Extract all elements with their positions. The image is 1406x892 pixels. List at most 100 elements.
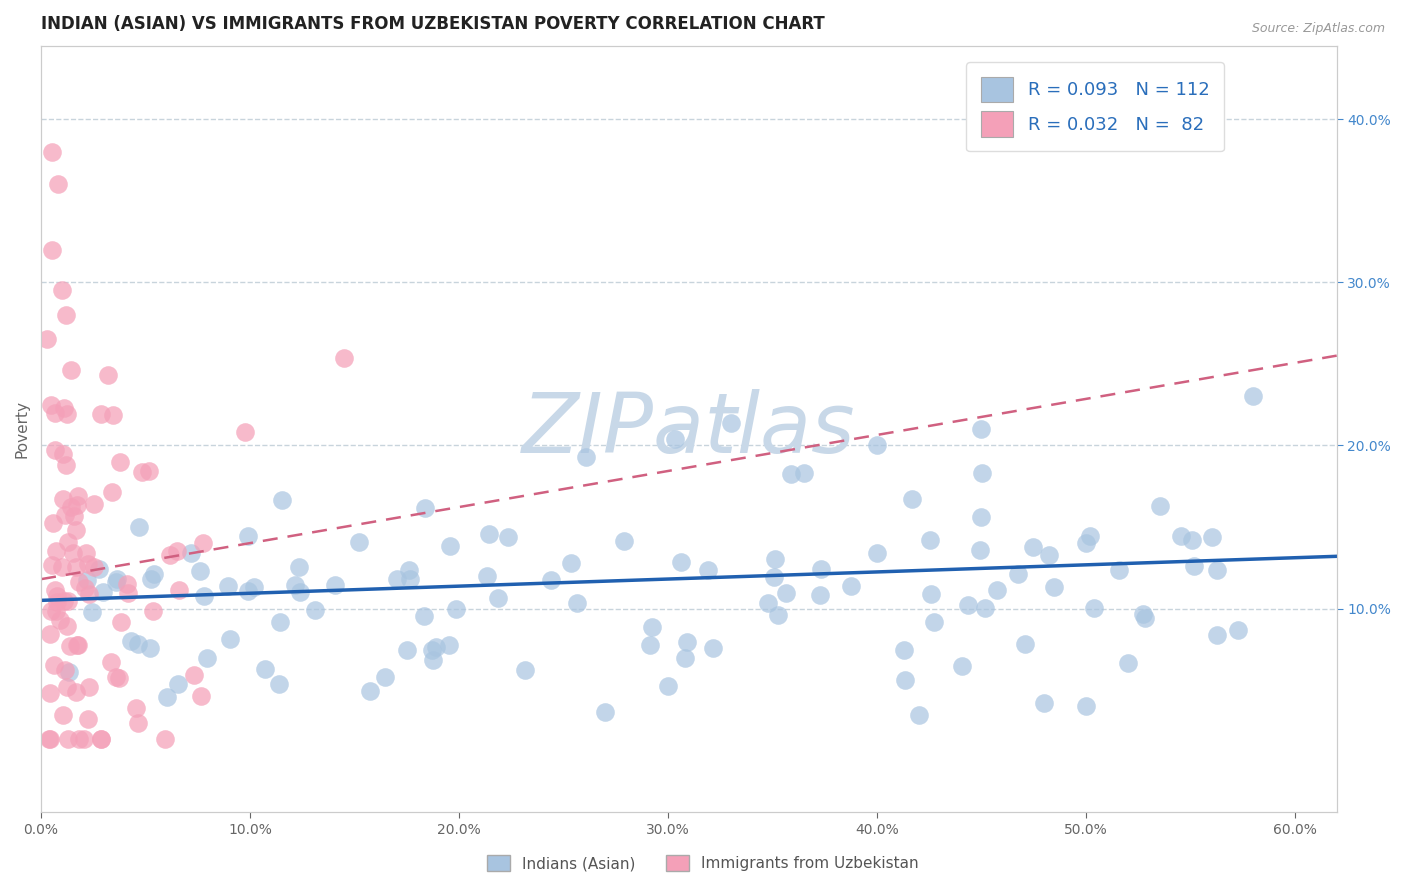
Point bbox=[1116, 657, 1139, 671]
Point bbox=[396, 642, 419, 657]
Point bbox=[153, 732, 176, 747]
Point bbox=[52, 447, 75, 461]
Point bbox=[108, 671, 131, 685]
Point bbox=[45, 544, 67, 558]
Point bbox=[138, 464, 160, 478]
Point bbox=[127, 716, 149, 731]
Point bbox=[60, 500, 83, 515]
Point bbox=[41, 145, 63, 159]
Point bbox=[46, 589, 69, 603]
Point bbox=[1184, 558, 1206, 573]
Point bbox=[1206, 627, 1229, 641]
Point bbox=[101, 484, 124, 499]
Point bbox=[254, 662, 277, 676]
Point bbox=[374, 670, 396, 684]
Point bbox=[540, 573, 562, 587]
Point bbox=[195, 651, 218, 665]
Point bbox=[77, 587, 100, 601]
Point bbox=[41, 558, 63, 572]
Point bbox=[53, 663, 76, 677]
Point bbox=[67, 732, 90, 747]
Point bbox=[1132, 607, 1154, 622]
Point bbox=[475, 568, 498, 582]
Point bbox=[347, 535, 370, 549]
Point bbox=[1033, 696, 1056, 710]
Point bbox=[333, 351, 356, 365]
Point bbox=[565, 596, 588, 610]
Point bbox=[422, 642, 444, 657]
Y-axis label: Poverty: Poverty bbox=[15, 400, 30, 458]
Point bbox=[90, 732, 112, 747]
Point bbox=[190, 690, 212, 704]
Point bbox=[218, 632, 240, 646]
Point bbox=[1226, 623, 1249, 637]
Point bbox=[59, 639, 82, 653]
Point bbox=[90, 732, 112, 747]
Point bbox=[159, 548, 181, 562]
Point bbox=[986, 582, 1008, 597]
Point bbox=[58, 535, 80, 549]
Point bbox=[60, 362, 83, 376]
Point bbox=[271, 493, 294, 508]
Point bbox=[120, 634, 142, 648]
Point bbox=[775, 586, 797, 600]
Point bbox=[89, 562, 111, 576]
Point bbox=[422, 653, 444, 667]
Point bbox=[288, 585, 311, 599]
Point bbox=[1241, 389, 1264, 403]
Point bbox=[676, 634, 699, 648]
Point bbox=[108, 455, 131, 469]
Point bbox=[97, 368, 120, 383]
Point bbox=[100, 655, 122, 669]
Point bbox=[304, 603, 326, 617]
Point bbox=[236, 583, 259, 598]
Point bbox=[957, 598, 980, 612]
Point bbox=[83, 560, 105, 574]
Point bbox=[323, 578, 346, 592]
Point bbox=[496, 530, 519, 544]
Point bbox=[104, 574, 127, 589]
Point bbox=[45, 604, 67, 618]
Point bbox=[1149, 499, 1171, 513]
Point bbox=[67, 638, 90, 652]
Point bbox=[44, 443, 66, 458]
Point bbox=[166, 544, 188, 558]
Point bbox=[398, 563, 420, 577]
Point bbox=[575, 450, 598, 464]
Point bbox=[267, 677, 290, 691]
Point bbox=[233, 425, 256, 439]
Point bbox=[920, 533, 942, 548]
Point bbox=[191, 536, 214, 550]
Point bbox=[55, 508, 77, 522]
Point bbox=[104, 670, 127, 684]
Point bbox=[763, 570, 786, 584]
Point bbox=[439, 539, 461, 553]
Point bbox=[284, 577, 307, 591]
Point bbox=[56, 732, 79, 747]
Point bbox=[893, 643, 915, 657]
Point bbox=[1007, 566, 1029, 581]
Point bbox=[638, 638, 661, 652]
Point bbox=[117, 577, 139, 591]
Point bbox=[894, 673, 917, 687]
Point bbox=[673, 651, 696, 665]
Point bbox=[73, 732, 96, 747]
Point bbox=[52, 708, 75, 723]
Point bbox=[969, 509, 991, 524]
Point bbox=[793, 466, 815, 480]
Point bbox=[413, 608, 436, 623]
Point bbox=[156, 690, 179, 704]
Point bbox=[125, 701, 148, 715]
Point bbox=[142, 604, 165, 618]
Point bbox=[56, 680, 79, 694]
Point bbox=[131, 465, 153, 479]
Point bbox=[593, 705, 616, 719]
Point bbox=[269, 615, 291, 630]
Point bbox=[63, 509, 86, 524]
Point bbox=[77, 557, 100, 571]
Point bbox=[1108, 563, 1130, 577]
Point bbox=[39, 686, 62, 700]
Legend: R = 0.093   N = 112, R = 0.032   N =  82: R = 0.093 N = 112, R = 0.032 N = 82 bbox=[966, 62, 1225, 152]
Point bbox=[413, 500, 436, 515]
Point bbox=[65, 685, 87, 699]
